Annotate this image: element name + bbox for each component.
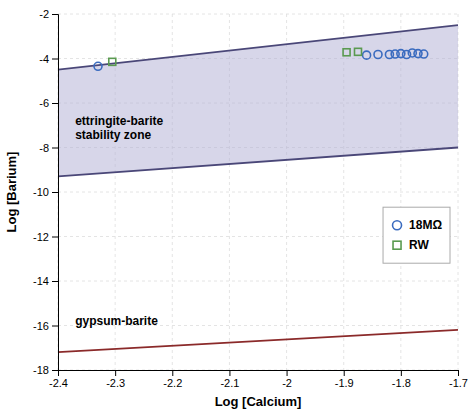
x-axis-tick-mark (401, 370, 402, 376)
zone-label: ettringite-baritestability zone (75, 114, 163, 142)
y-axis-tick: -8 (39, 142, 58, 154)
y-axis-tick: -16 (33, 320, 58, 332)
x-axis-tick-label: -1.7 (449, 377, 468, 389)
y-axis-line (52, 15, 59, 371)
x-axis-line (59, 371, 459, 377)
chart-container: -2.4-2.3-2.2-2.1-2-1.9-1.8-1.7-18-16-14-… (0, 0, 474, 416)
legend-label: 18MΩ (409, 218, 442, 232)
data-point (343, 49, 350, 56)
x-axis-tick: -2.1 (220, 370, 239, 389)
y-axis-tick: -6 (39, 97, 58, 109)
x-axis-tick: -1.8 (392, 370, 411, 389)
y-grid-line (58, 281, 458, 282)
x-axis-tick-label: -2.1 (220, 377, 239, 389)
zone-label-line: ettringite-barite (75, 114, 163, 128)
x-axis-tick-label: -1.8 (392, 377, 411, 389)
x-axis-tick: -1.9 (335, 370, 354, 389)
x-axis-tick: -2.4 (49, 370, 68, 389)
y-axis-tick-label: -10 (33, 186, 49, 198)
annotations: ettringite-baritestability zone gypsum-ba… (75, 114, 163, 328)
x-axis-tick-label: -2.2 (163, 377, 182, 389)
x-axis-tick: -2.3 (106, 370, 125, 389)
legend: 18MΩ RW (383, 207, 450, 263)
y-axis-tick-label: -8 (39, 142, 49, 154)
zone-label-line: stability zone (75, 128, 151, 142)
x-axis-tick: -1.7 (449, 370, 468, 389)
x-axis-tick: -2.2 (163, 370, 182, 389)
data-point (374, 50, 382, 58)
data-point (109, 58, 116, 65)
y-axis-title: Log [Barium] (4, 152, 19, 233)
x-axis: -2.4 -2.3 -2.2 -2.1 -2 -1.9 -1.8 -1.7 (49, 370, 468, 389)
legend-box (383, 207, 450, 263)
x-axis-tick-mark (458, 370, 459, 376)
y-axis-tick-label: -18 (33, 364, 49, 376)
x-axis-tick-label: -2.4 (49, 377, 68, 389)
legend-marker (393, 241, 401, 249)
grid (58, 14, 458, 370)
legend-marker (393, 221, 402, 230)
y-axis-tick: -4 (39, 53, 58, 65)
y-axis-tick-label: -4 (39, 53, 49, 65)
y-axis-tick-mark (52, 192, 58, 193)
data-point (355, 48, 362, 55)
y-axis: -18 -16 -14 -12 -10 -8 -6 -4 -2 (33, 8, 58, 376)
legend-label: RW (409, 238, 429, 252)
y-axis-tick-mark (52, 281, 58, 282)
y-axis-tick: -10 (33, 186, 58, 198)
plot-area (58, 25, 458, 352)
y-axis-tick-mark (52, 326, 58, 327)
scatter-series (109, 48, 362, 65)
y-axis-tick-label: -16 (33, 320, 49, 332)
data-point (94, 62, 102, 70)
zone-label-line: gypsum-barite (75, 314, 158, 328)
x-axis-tick-mark (115, 370, 116, 376)
boundary-line (58, 148, 458, 177)
zone-label: gypsum-barite (75, 314, 158, 328)
x-axis-tick-label: -2.3 (106, 377, 125, 389)
x-axis-tick: -2 (282, 370, 292, 389)
x-axis-tick-mark (287, 370, 288, 376)
y-axis-tick-mark (52, 14, 58, 15)
y-axis-tick-mark (52, 103, 58, 104)
y-axis-tick-label: -6 (39, 97, 49, 109)
y-axis-tick-label: -14 (33, 275, 49, 287)
x-axis-tick-mark (172, 370, 173, 376)
y-grid-line (58, 192, 458, 193)
y-grid-line (58, 14, 458, 15)
scatter-series (94, 49, 428, 70)
y-axis-tick: -2 (39, 8, 58, 20)
y-axis-tick-label: -2 (39, 8, 49, 20)
y-axis-tick-mark (52, 237, 58, 238)
boundary-line (58, 25, 458, 70)
chart: -2.4-2.3-2.2-2.1-2-1.9-1.8-1.7-18-16-14-… (0, 0, 474, 416)
data-point (420, 50, 428, 58)
x-axis-tick-label: -2 (282, 377, 292, 389)
x-axis-tick-mark (344, 370, 345, 376)
x-axis-tick-label: -1.9 (335, 377, 354, 389)
y-axis-tick-label: -12 (33, 231, 49, 243)
data-point (363, 51, 371, 59)
y-axis-tick: -18 (33, 364, 58, 376)
x-axis-title: Log [Calcium] (215, 394, 302, 409)
y-axis-tick-mark (52, 148, 58, 149)
x-axis-tick-mark (229, 370, 230, 376)
stability-zone (58, 25, 458, 176)
y-axis-tick-mark (52, 59, 58, 60)
y-axis-tick-mark (52, 370, 58, 371)
boundary-line (58, 330, 458, 352)
y-axis-tick: -14 (33, 275, 58, 287)
y-axis-tick: -12 (33, 231, 58, 243)
